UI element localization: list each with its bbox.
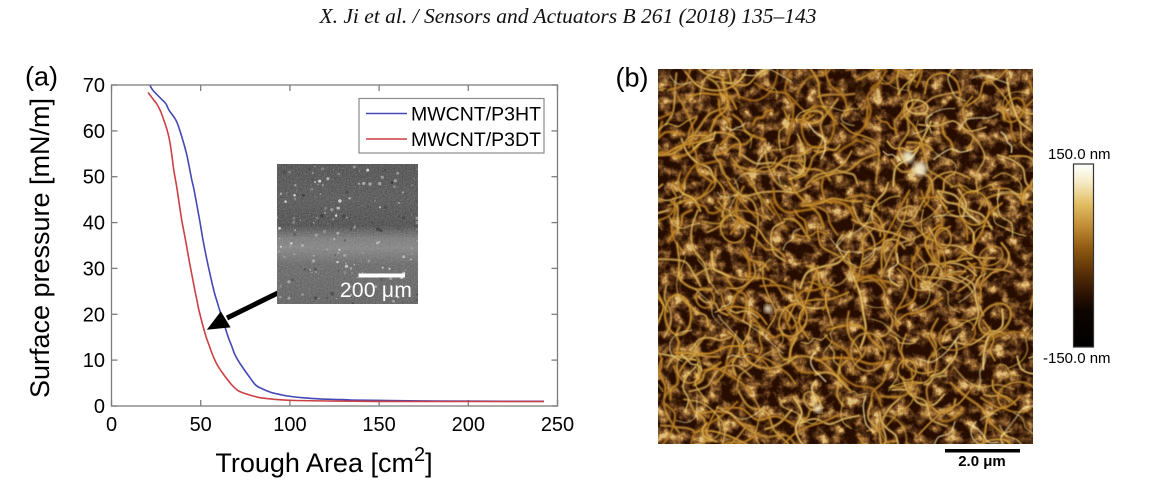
svg-text:250: 250 [541, 414, 574, 436]
svg-text:0: 0 [94, 396, 105, 418]
svg-text:60: 60 [83, 121, 105, 143]
svg-text:200: 200 [452, 414, 485, 436]
svg-text:50: 50 [190, 414, 212, 436]
svg-text:MWCNT/P3HT: MWCNT/P3HT [411, 104, 541, 126]
svg-text:30: 30 [83, 258, 105, 280]
svg-text:200 μm: 200 μm [340, 279, 412, 302]
svg-text:40: 40 [83, 213, 105, 235]
svg-text:-150.0 nm: -150.0 nm [1043, 350, 1111, 367]
svg-text:MWCNT/P3DT: MWCNT/P3DT [411, 129, 541, 151]
svg-text:100: 100 [273, 414, 306, 436]
svg-text:(a): (a) [25, 62, 58, 92]
svg-text:X. Ji et al. / Sensors and Act: X. Ji et al. / Sensors and Actuators B 2… [318, 4, 816, 28]
svg-text:150.0 nm: 150.0 nm [1048, 146, 1111, 163]
svg-text:10: 10 [83, 350, 105, 372]
svg-text:150: 150 [362, 414, 395, 436]
svg-text:2.0 μm: 2.0 μm [958, 453, 1006, 470]
svg-text:20: 20 [83, 304, 105, 326]
svg-text:50: 50 [83, 167, 105, 189]
svg-text:Trough Area [cm2]: Trough Area [cm2] [215, 444, 432, 478]
svg-text:0: 0 [106, 414, 117, 436]
svg-text:70: 70 [83, 75, 105, 97]
svg-text:(b): (b) [616, 63, 649, 93]
svg-text:Surface pressure [mN/m]: Surface pressure [mN/m] [25, 98, 55, 398]
